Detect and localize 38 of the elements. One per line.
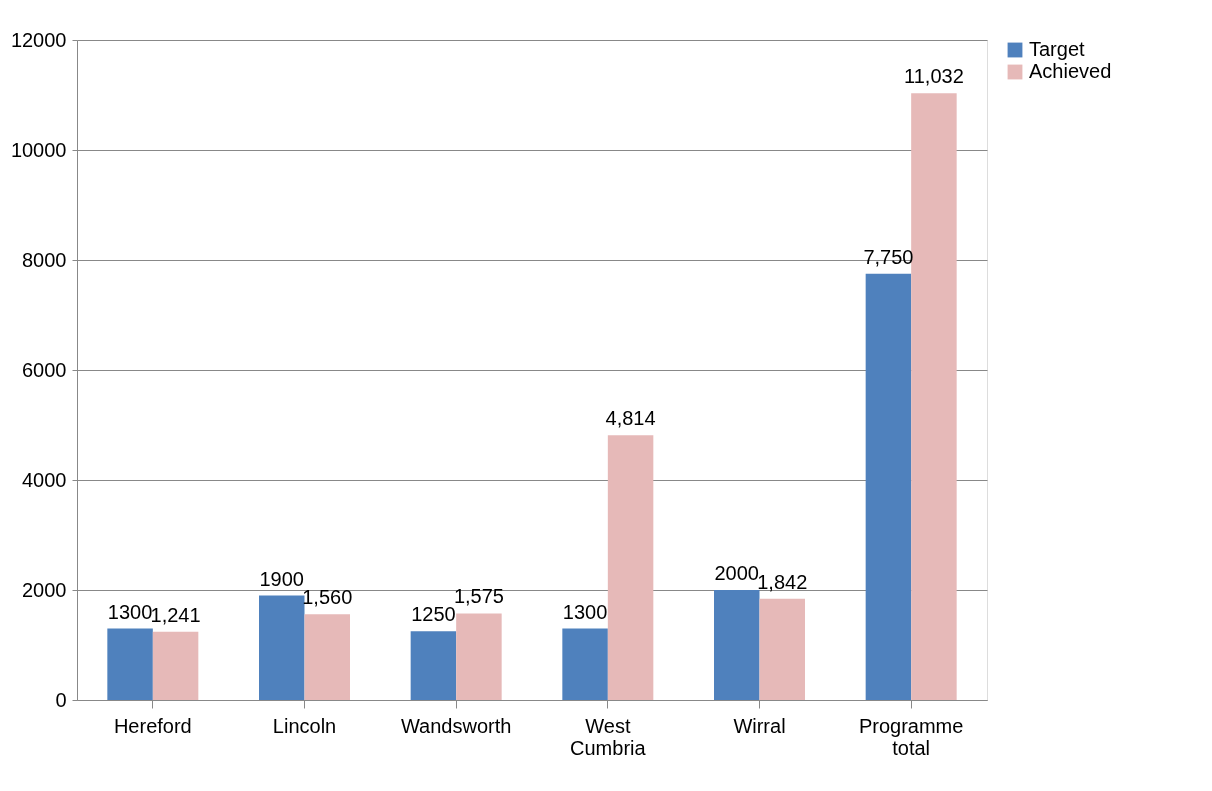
- y-tick-label: 10000: [10, 138, 67, 161]
- legend-label: Achieved: [1029, 60, 1112, 82]
- bar: [607, 435, 654, 700]
- y-tick-label: 8000: [22, 248, 67, 271]
- bar: [410, 631, 457, 700]
- y-tick-label: 12000: [10, 28, 67, 51]
- bar: [714, 590, 760, 700]
- x-tick-label: West Cumbria: [570, 714, 647, 759]
- data-label: 1300: [107, 600, 153, 623]
- data-label: 2000: [714, 562, 759, 584]
- data-label: 1,575: [453, 585, 504, 608]
- y-tick-label: 0: [55, 688, 67, 711]
- bar: [107, 628, 153, 700]
- bar: [562, 628, 608, 700]
- data-label: 1300: [562, 600, 608, 623]
- bar: [259, 595, 305, 700]
- x-tick-label: Lincoln: [272, 714, 337, 737]
- x-tick-label: Hereford: [113, 714, 192, 737]
- x-tick-label: Wirral: [733, 714, 786, 737]
- data-label: 4,814: [605, 407, 656, 430]
- data-label: 1900: [259, 567, 304, 590]
- bar: [304, 614, 350, 700]
- y-tick-label: 4000: [22, 468, 67, 491]
- data-label: 1,842: [757, 570, 808, 593]
- bar: [911, 93, 957, 700]
- data-label: 1,560: [302, 586, 353, 609]
- legend-label: Target: [1029, 38, 1086, 60]
- y-tick-label: 6000: [22, 358, 67, 381]
- bar: [152, 631, 199, 700]
- x-tick-label: Wandsworth: [400, 714, 512, 737]
- data-label: 11,032: [904, 65, 964, 88]
- bar: [456, 613, 502, 700]
- y-tick-label: 2000: [22, 578, 67, 601]
- x-tick-label: Programme total: [858, 714, 964, 759]
- bar: [759, 598, 805, 700]
- bar: [865, 273, 912, 700]
- data-label: 1250: [411, 603, 456, 626]
- data-label: 7,750: [863, 245, 914, 268]
